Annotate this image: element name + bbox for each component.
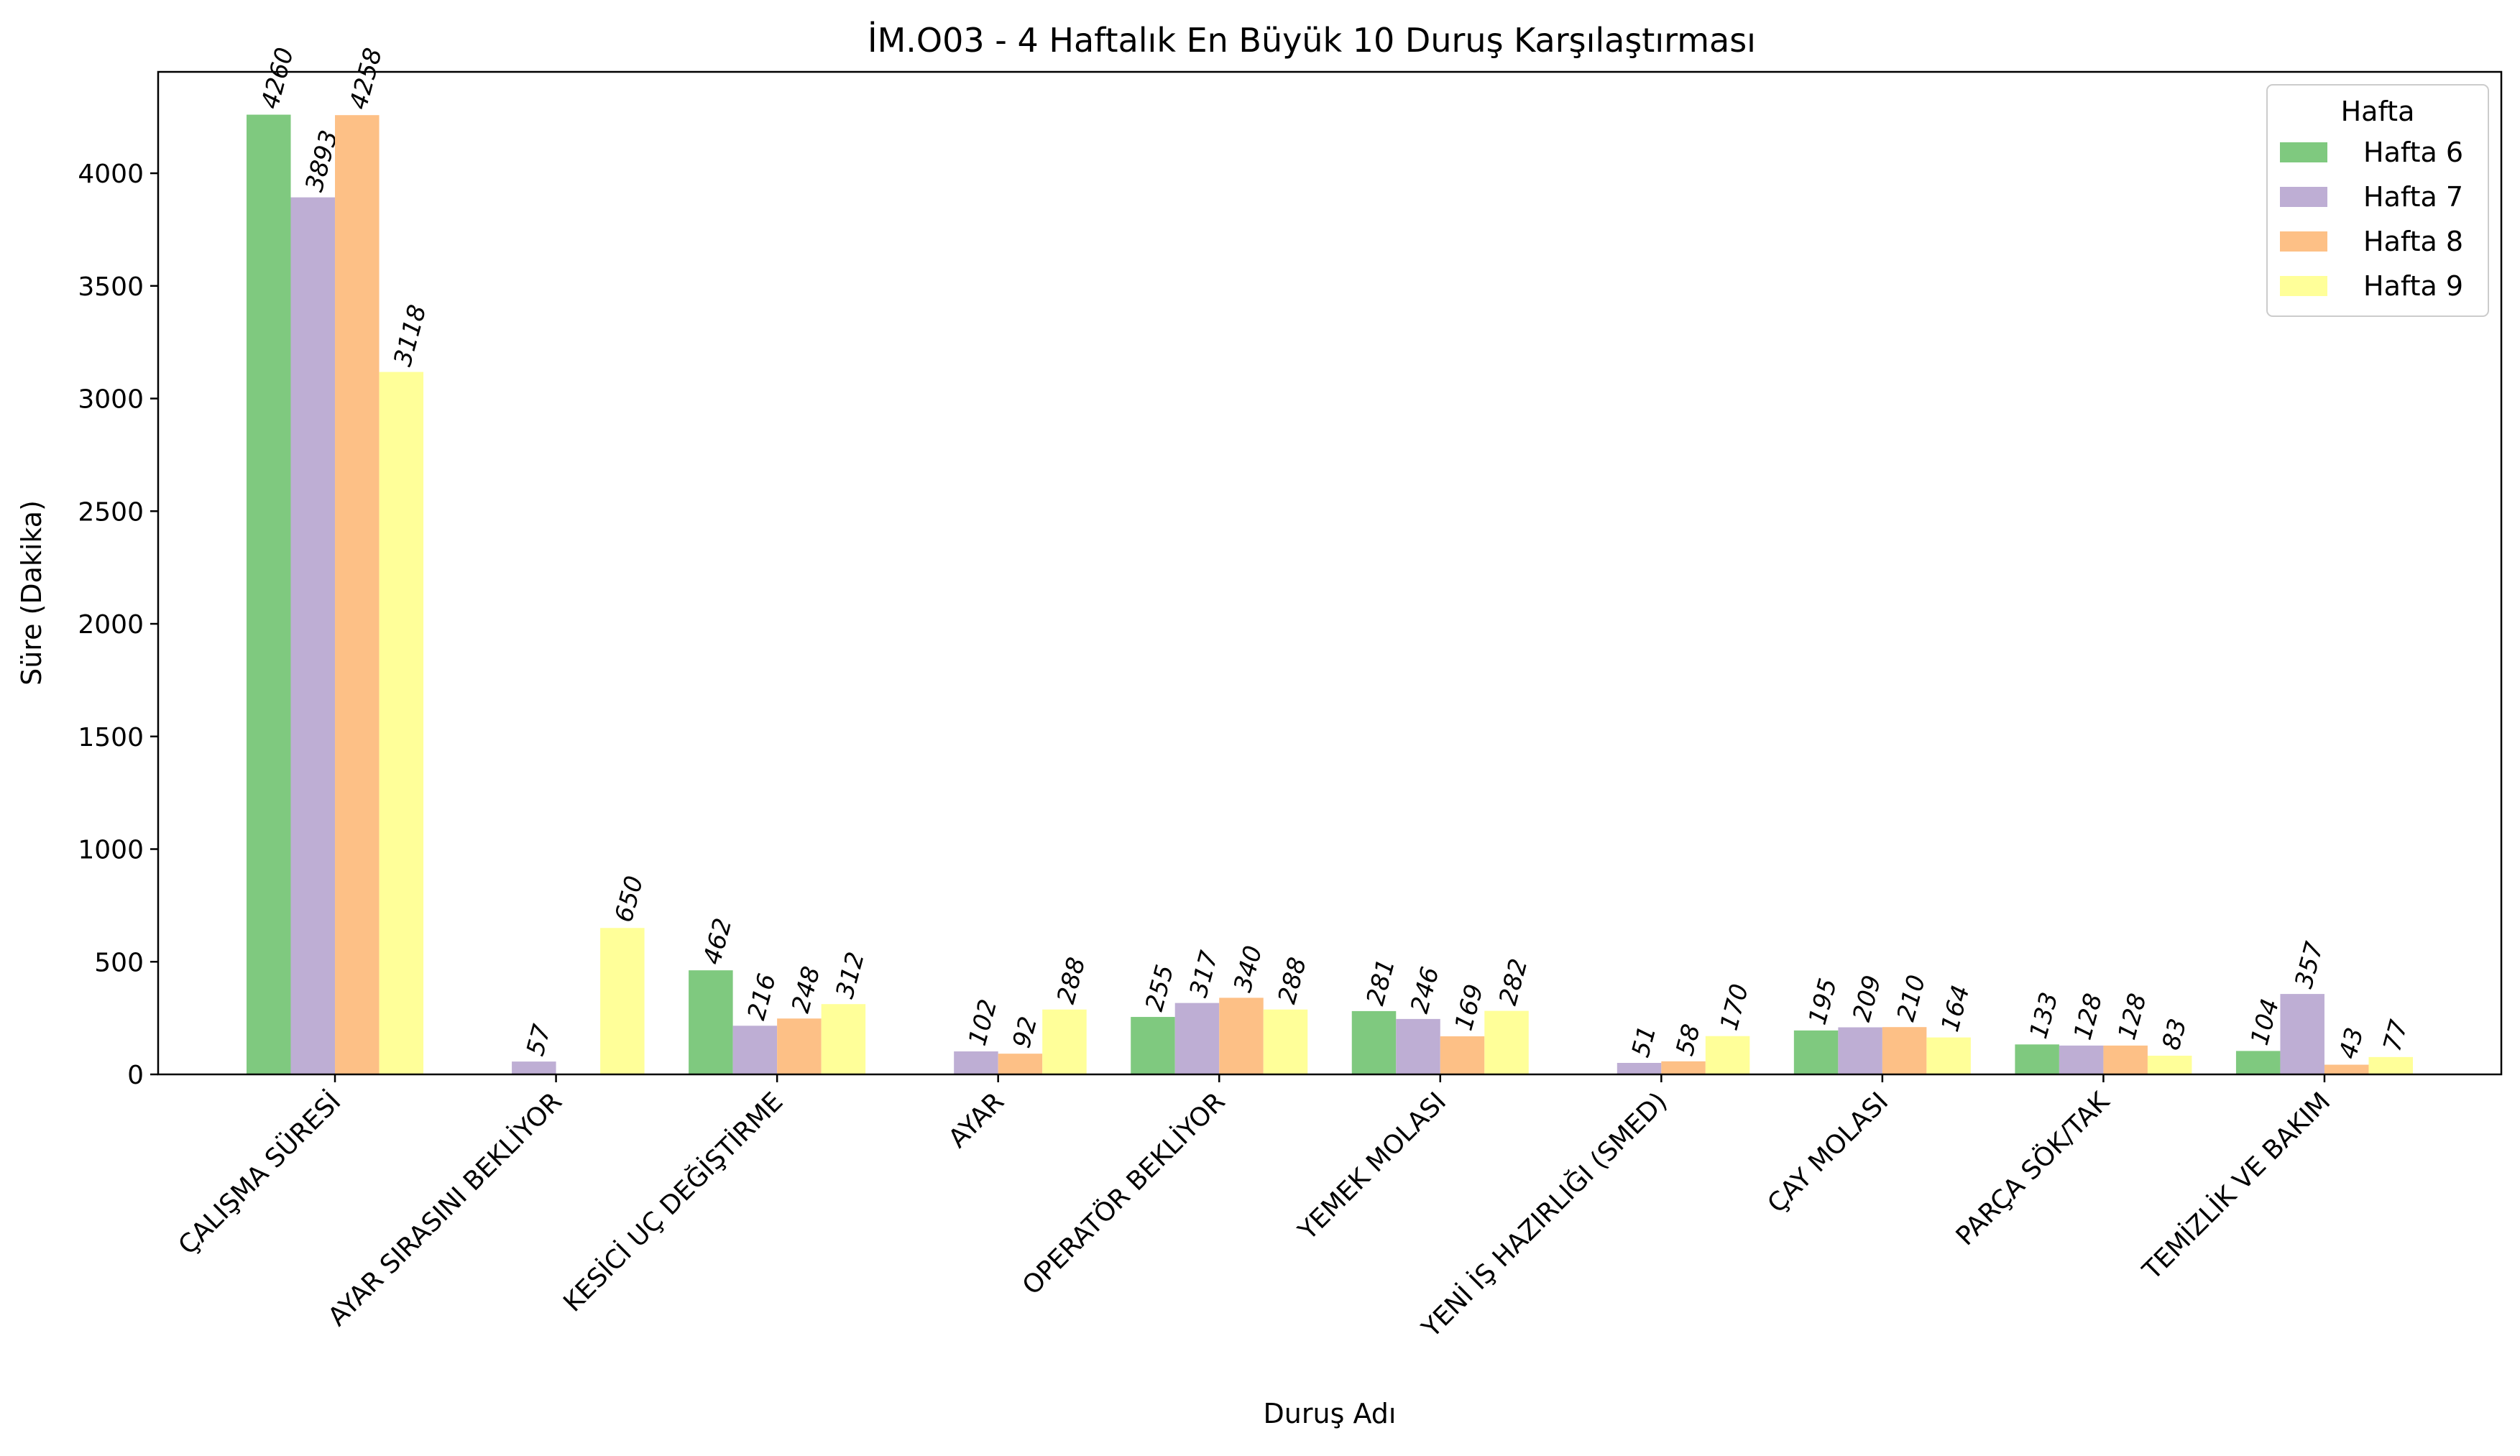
bar xyxy=(2059,1045,2104,1074)
legend-title: Hafta xyxy=(2341,96,2415,127)
y-tick-label: 2000 xyxy=(78,610,144,640)
bar xyxy=(1042,1009,1087,1074)
bar xyxy=(1219,997,1264,1074)
legend-item-label: Hafta 9 xyxy=(2363,270,2463,302)
bar xyxy=(1705,1036,1750,1074)
plot-frame xyxy=(157,70,2503,1076)
bar xyxy=(998,1054,1043,1074)
bar xyxy=(1838,1027,1882,1074)
y-tick-label: 3500 xyxy=(78,272,144,302)
bar xyxy=(2015,1044,2059,1074)
chart-title: İM.O03 - 4 Haftalık En Büyük 10 Duruş Ka… xyxy=(868,21,1756,60)
bar xyxy=(1396,1018,1440,1074)
legend-swatch xyxy=(2280,276,2327,296)
y-tick-label: 4000 xyxy=(78,160,144,189)
bar xyxy=(335,115,380,1075)
bar xyxy=(1131,1017,1175,1074)
bar xyxy=(1617,1063,1662,1074)
bar xyxy=(379,372,424,1074)
bar xyxy=(1793,1030,1839,1074)
bar xyxy=(954,1051,998,1074)
bar xyxy=(2235,1051,2281,1074)
y-tick-label: 0 xyxy=(127,1061,144,1090)
bar xyxy=(1882,1027,1927,1074)
y-tick-label: 1500 xyxy=(78,723,144,752)
bar xyxy=(290,197,336,1074)
bar xyxy=(2103,1045,2148,1074)
bar xyxy=(2368,1056,2413,1074)
bar xyxy=(2147,1055,2192,1074)
bar xyxy=(247,114,291,1074)
legend-swatch xyxy=(2280,231,2327,252)
bar xyxy=(1926,1037,1971,1074)
bar xyxy=(1484,1010,1529,1074)
bar xyxy=(777,1018,822,1074)
y-tick-label: 500 xyxy=(94,948,144,977)
y-tick-label: 3000 xyxy=(78,385,144,415)
bar xyxy=(2324,1064,2369,1074)
y-axis-label: Süre (Dakika) xyxy=(16,500,47,686)
bar xyxy=(1174,1003,1220,1074)
legend-item-label: Hafta 8 xyxy=(2363,226,2463,257)
bar xyxy=(1440,1036,1485,1074)
y-tick-label: 1000 xyxy=(78,836,144,865)
bar xyxy=(821,1004,866,1074)
bar xyxy=(1351,1010,1397,1074)
bar xyxy=(2280,994,2324,1074)
legend-item-label: Hafta 6 xyxy=(2363,137,2463,168)
bar xyxy=(732,1026,778,1074)
bar xyxy=(689,970,733,1074)
legend-swatch xyxy=(2280,187,2327,207)
bar xyxy=(512,1061,556,1074)
legend: Hafta Hafta 6 Hafta 7 Hafta 8 Hafta 9 xyxy=(2266,84,2489,317)
legend-item-label: Hafta 7 xyxy=(2363,181,2463,213)
y-tick-label: 2500 xyxy=(78,497,144,527)
bar xyxy=(600,928,645,1074)
bar xyxy=(1661,1061,1706,1074)
legend-swatch xyxy=(2280,142,2327,162)
x-axis-label: Duruş Adı xyxy=(1264,1398,1397,1429)
bar xyxy=(1263,1009,1308,1074)
